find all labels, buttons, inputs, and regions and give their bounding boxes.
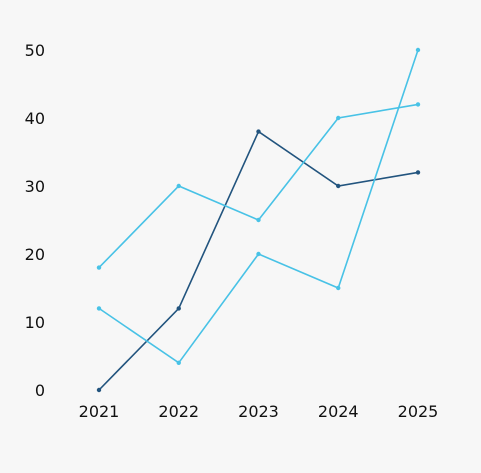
series-1 <box>96 129 421 393</box>
data-point <box>176 183 181 189</box>
x-tick-label: 2022 <box>158 402 199 421</box>
y-tick-label: 0 <box>35 381 45 400</box>
y-tick-label: 20 <box>25 245 45 264</box>
y-tick-label: 50 <box>25 41 45 60</box>
x-tick-label: 2023 <box>238 402 279 421</box>
data-point <box>415 47 421 53</box>
data-point <box>176 360 181 365</box>
y-tick-label: 40 <box>25 109 45 128</box>
data-point <box>96 306 102 311</box>
data-point <box>176 306 181 311</box>
data-point <box>96 387 102 393</box>
series-line <box>98 49 419 364</box>
series-line <box>98 103 419 269</box>
data-point <box>256 251 261 257</box>
data-point <box>96 265 102 270</box>
data-point <box>256 129 261 134</box>
series-line <box>98 130 419 391</box>
x-tick-label: 2025 <box>398 402 439 421</box>
data-point <box>336 183 341 189</box>
x-tick-label: 2021 <box>79 402 120 421</box>
data-point <box>336 115 341 121</box>
y-tick-label: 10 <box>25 313 45 332</box>
data-point <box>336 285 341 291</box>
y-axis-tick-labels: 0 10 20 30 40 50 <box>25 41 45 400</box>
y-tick-label: 30 <box>25 177 45 196</box>
series-2 <box>96 102 421 270</box>
data-point <box>256 217 261 223</box>
x-tick-label: 2024 <box>318 402 359 421</box>
data-point <box>415 102 421 107</box>
series-layer <box>96 47 421 393</box>
x-axis-tick-labels: 2021 2022 2023 2024 2025 <box>79 402 439 421</box>
data-point <box>415 170 421 175</box>
series-3 <box>96 47 421 365</box>
